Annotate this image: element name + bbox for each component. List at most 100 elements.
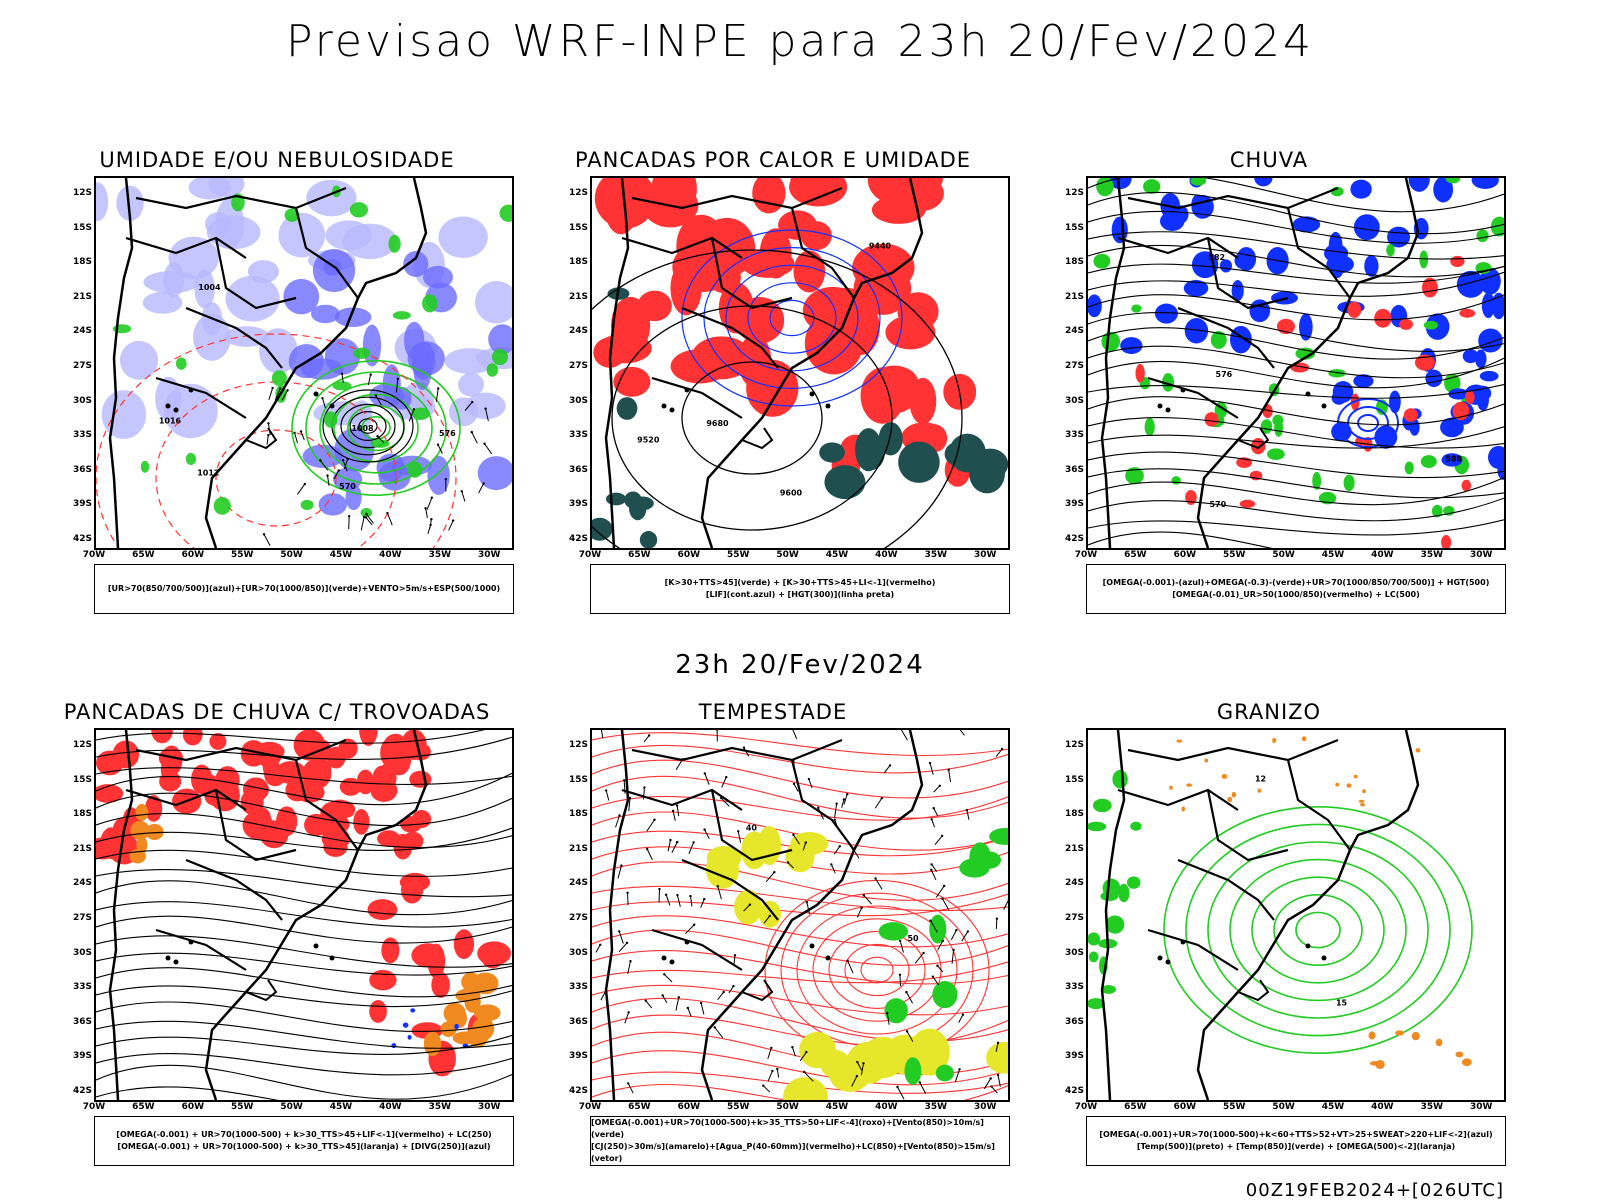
- run-info-footer: 00Z19FEB2024+[026UTC]: [1246, 1180, 1504, 1201]
- precipitable-water-contour: [813, 919, 941, 1021]
- latitude-tick-label: 33S: [60, 430, 92, 440]
- omega-area: [1472, 178, 1499, 189]
- humidity-area: [361, 508, 373, 517]
- streamline: [96, 850, 512, 876]
- state-border: [1128, 188, 1338, 208]
- wind-vector: [676, 997, 679, 1010]
- wind-vector: [932, 819, 935, 827]
- wind-vector: [328, 476, 329, 486]
- wind-vector: [896, 1086, 898, 1088]
- wind-vector: [732, 985, 734, 987]
- omega-orange-area: [1346, 783, 1351, 787]
- thunderstorm-area: [159, 771, 181, 791]
- longitude-tick-label: 70W: [74, 1102, 114, 1112]
- temperature-850-contour: [1230, 860, 1406, 1001]
- latitude-tick-label: 30S: [556, 396, 588, 406]
- wind-vector: [749, 903, 751, 905]
- wind-vector: [662, 994, 664, 996]
- precipitable-water-contour: [845, 944, 909, 995]
- wind-area: [929, 915, 946, 944]
- contour-label: 9440: [869, 241, 892, 250]
- longitude-tick-label: 60W: [669, 550, 709, 560]
- height-contour: [1088, 385, 1504, 399]
- wind-vector: [792, 730, 797, 739]
- instability-area: [898, 442, 940, 483]
- omega-orange-area: [1232, 792, 1236, 798]
- wind-vector: [997, 1074, 999, 1076]
- latitude-tick-label: 24S: [1052, 326, 1084, 336]
- legend-box: [OMEGA(-0.001)-(azul)+OMEGA(-0.3)-(verde…: [1086, 564, 1506, 614]
- divergence-area: [410, 1008, 415, 1012]
- omega-orange-area: [1169, 786, 1173, 790]
- precipitable-water-contour: [861, 957, 893, 983]
- omega-orange-area: [1176, 740, 1182, 743]
- latitude-tick-label: 18S: [1052, 257, 1084, 267]
- wind-vector: [856, 1075, 858, 1077]
- legend-box: [UR>70(850/700/500)](azul)+[UR>70(1000/8…: [94, 564, 514, 614]
- wind-vector: [676, 841, 678, 843]
- temperature-850-contour: [1208, 842, 1428, 1018]
- wind-vector: [626, 942, 628, 944]
- wind-vector: [462, 491, 465, 501]
- latitude-tick-label: 24S: [1052, 878, 1084, 888]
- wind-vector: [689, 895, 691, 897]
- wind-vector: [369, 373, 371, 375]
- latitude-tick-label: 36S: [1052, 465, 1084, 475]
- island: [670, 960, 675, 965]
- latitude-tick-label: 18S: [556, 257, 588, 267]
- wind-vector: [934, 808, 938, 816]
- wind-vector: [626, 892, 628, 894]
- latitude-tick-label: 39S: [60, 499, 92, 509]
- longitude-tick-label: 30W: [1461, 550, 1501, 560]
- latitude-tick-label: 39S: [1052, 1051, 1084, 1061]
- wind-vector: [952, 949, 954, 951]
- wind-vector: [990, 1077, 992, 1079]
- contour-label: 1004: [198, 283, 221, 292]
- wind-vector: [737, 830, 739, 832]
- wind-vector: [834, 818, 836, 820]
- wind-area: [977, 851, 1001, 868]
- longitude-tick-label: 60W: [1165, 550, 1205, 560]
- wind-vector: [428, 525, 431, 534]
- omega-orange-area: [1272, 738, 1276, 743]
- latitude-tick-label: 15S: [60, 775, 92, 785]
- wind-vector: [941, 835, 943, 837]
- wind-area: [904, 1057, 921, 1085]
- island: [330, 404, 335, 409]
- thunderstorm-area: [183, 730, 203, 745]
- wind-vector: [703, 828, 705, 830]
- wind-vector: [1001, 748, 1003, 750]
- wind-vector: [628, 893, 629, 905]
- latitude-tick-label: 39S: [556, 499, 588, 509]
- wind-vector: [629, 960, 631, 962]
- wind-vector: [830, 863, 832, 865]
- instability-area: [949, 434, 986, 473]
- omega-orange-area: [1359, 800, 1365, 803]
- wind-vector: [835, 802, 837, 804]
- wind-vector: [939, 785, 941, 787]
- wind-vector: [646, 848, 648, 850]
- omega-orange-area: [1462, 1058, 1472, 1066]
- wind-vector: [601, 730, 603, 738]
- wind-vector: [906, 1030, 908, 1032]
- latitude-tick-label: 24S: [556, 326, 588, 336]
- omega-area: [1409, 178, 1430, 192]
- humidity-area: [225, 276, 279, 322]
- wind-vector: [922, 952, 924, 954]
- wind-vector: [424, 507, 426, 509]
- longitude-tick-label: 50W: [272, 550, 312, 560]
- longitude-tick-label: 55W: [718, 550, 758, 560]
- longitude-tick-label: 40W: [866, 1102, 906, 1112]
- wind-vector: [644, 735, 649, 742]
- latitude-tick-label: 30S: [60, 396, 92, 406]
- latitude-tick-label: 33S: [60, 982, 92, 992]
- latitude-tick-label: 21S: [556, 844, 588, 854]
- jet-area: [783, 1077, 828, 1100]
- wind-vector: [692, 841, 694, 843]
- latitude-tick-label: 21S: [1052, 844, 1084, 854]
- longitude-tick-label: 45W: [321, 550, 361, 560]
- wind-vector: [301, 432, 304, 441]
- height-contour: [1088, 245, 1504, 276]
